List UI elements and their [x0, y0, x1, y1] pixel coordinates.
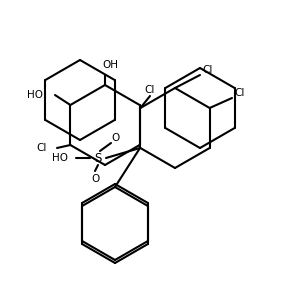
Text: Cl: Cl	[203, 65, 213, 75]
Text: O: O	[91, 174, 99, 184]
Text: Cl: Cl	[37, 143, 47, 153]
Text: HO: HO	[27, 90, 43, 100]
Text: OH: OH	[102, 60, 118, 70]
Text: Cl: Cl	[145, 85, 155, 95]
Text: Cl: Cl	[235, 88, 245, 98]
Text: HO: HO	[52, 153, 68, 163]
Text: O: O	[112, 133, 120, 143]
Text: S: S	[94, 152, 102, 164]
